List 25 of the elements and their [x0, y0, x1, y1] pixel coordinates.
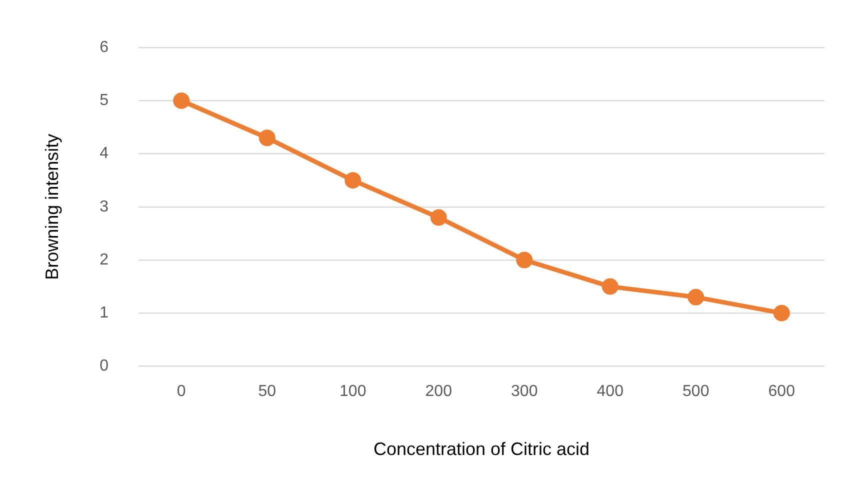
x-tick-label: 50: [258, 383, 276, 400]
point: [173, 92, 190, 109]
y-tick-label: 1: [100, 304, 109, 322]
x-tick-label: 400: [596, 383, 624, 400]
point: [258, 130, 276, 146]
x-axis-title: Concentration of Citric acid: [373, 439, 590, 460]
y-tick-label: 4: [100, 145, 109, 162]
x-tick-label: 100: [340, 383, 366, 400]
y-tick-label: 5: [100, 92, 109, 110]
point: [773, 304, 790, 322]
point: [344, 172, 362, 189]
y-tick-label: 2: [100, 251, 109, 268]
x-tick-label: 300: [511, 383, 538, 400]
point: [430, 209, 447, 226]
x-tick-label: 0: [176, 383, 186, 400]
x-tick-label: 500: [682, 383, 710, 400]
y-tick-label: 6: [100, 39, 109, 56]
point: [602, 278, 618, 295]
y-tick-label: 0: [100, 358, 109, 375]
x-tick-label: 200: [425, 383, 452, 400]
y-axis-title: Browning intensity: [42, 134, 62, 280]
point: [516, 252, 533, 268]
y-tick-label: 3: [100, 198, 109, 216]
point: [688, 288, 704, 306]
x-tick-label: 600: [768, 383, 796, 400]
